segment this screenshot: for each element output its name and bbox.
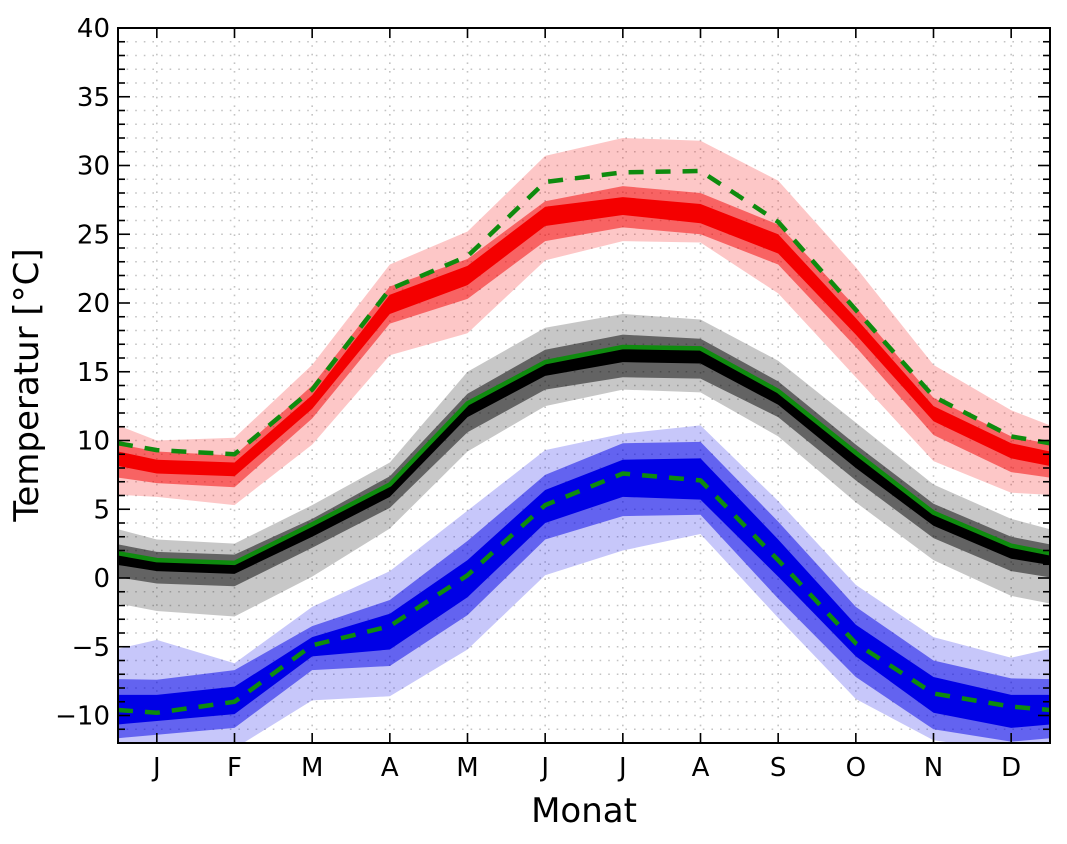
y-tick-label: 35 xyxy=(77,83,110,113)
tmean-ensemble-mid-band xyxy=(118,334,1050,587)
x-tick-label: J xyxy=(539,753,549,783)
observation-lines xyxy=(118,168,1050,715)
obs-max-line xyxy=(118,168,1050,457)
x-tick-label: O xyxy=(846,753,866,783)
x-tick-label: F xyxy=(227,753,242,783)
x-tick-label: A xyxy=(692,753,710,783)
x-tick-label: J xyxy=(617,753,627,783)
y-tick-label: 5 xyxy=(93,495,110,525)
tick-labels: 40 35 30 25 20 15 10 5 0 −5 −10 J F M A M J J A S O N D xyxy=(55,14,1021,783)
y-tick-label: −10 xyxy=(55,702,110,732)
tmin-ensemble-mid-band xyxy=(118,441,1050,742)
x-tick-label: M xyxy=(301,753,323,783)
ensemble-bands xyxy=(118,138,1050,743)
tmax-ensemble-inner-band xyxy=(118,197,1050,477)
y-tick-label: 40 xyxy=(77,14,110,44)
x-tick-label: M xyxy=(456,753,478,783)
y-tick-label: 25 xyxy=(77,220,110,250)
y-tick-label: 20 xyxy=(77,289,110,319)
plot-frame xyxy=(117,27,1051,744)
tmin-ensemble-inner-band xyxy=(118,458,1050,728)
x-axis-label: Monat xyxy=(531,791,637,831)
y-tick-label: 0 xyxy=(93,564,110,594)
y-tick-label: 30 xyxy=(77,152,110,182)
x-tick-label: J xyxy=(151,753,161,783)
obs-min-line xyxy=(118,471,1050,715)
tmean-ensemble-outer-band xyxy=(118,314,1050,617)
x-tick-label: D xyxy=(1001,753,1021,783)
x-tick-label: A xyxy=(381,753,399,783)
x-tick-label: N xyxy=(924,753,943,783)
y-tick-label: −5 xyxy=(72,633,110,663)
y-tick-label: 15 xyxy=(77,358,110,388)
tmax-ensemble-outer-band xyxy=(118,138,1050,506)
axis-ticks xyxy=(119,27,1049,744)
y-axis-label: Temperatur [°C] xyxy=(7,248,47,522)
y-tick-label: 10 xyxy=(77,427,110,457)
x-tick-label: S xyxy=(770,753,787,783)
obs-mean-line xyxy=(118,344,1050,566)
